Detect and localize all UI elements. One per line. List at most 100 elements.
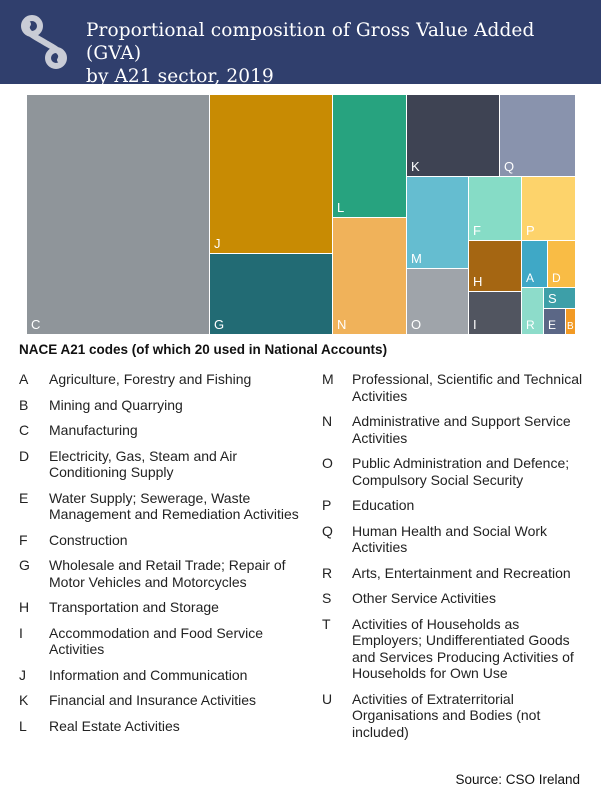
- legend-code: E: [19, 489, 29, 506]
- treemap-tile-n: [333, 218, 406, 334]
- treemap-label-k: K: [411, 159, 420, 174]
- legend-code: M: [322, 371, 334, 387]
- treemap-tile-e: [544, 309, 565, 334]
- legend-code: Q: [322, 522, 333, 539]
- legend-description: Other Service Activities: [352, 590, 496, 606]
- legend-code: D: [19, 447, 30, 464]
- legend-item-s: S Other Service Activities: [322, 590, 592, 607]
- treemap-label-h: H: [473, 274, 482, 289]
- legend-description: Financial and Insurance Activities: [49, 692, 256, 708]
- legend-description: Real Estate Activities: [49, 717, 180, 734]
- legend-description: Water Supply; Sewerage, Waste Management…: [49, 489, 299, 523]
- treemap-label-b: B: [567, 321, 574, 332]
- treemap-tile-c: [27, 95, 209, 334]
- legend-item-u: U Activities of Extraterritorial Organisa…: [322, 691, 592, 741]
- legend-item-k: K Financial and Insurance Activities: [19, 692, 309, 709]
- legend-description: Electricity, Gas, Steam and Air Conditio…: [49, 447, 238, 481]
- treemap-tile-p: [522, 177, 575, 240]
- legend-description: Accommodation and Food Service Activitie…: [49, 624, 263, 658]
- cso-logo-icon: [21, 15, 67, 69]
- legend-code: P: [322, 497, 332, 513]
- treemap-tile-f: [469, 177, 521, 240]
- legend-code: O: [322, 455, 333, 471]
- chart-title-line-2: by A21 sector, 2019: [86, 66, 274, 87]
- treemap-tile-m: [407, 177, 468, 268]
- treemap-label-m: M: [411, 251, 422, 266]
- legend-description: Activities of Extraterritorial Organisat…: [352, 690, 541, 740]
- legend-code: F: [19, 531, 28, 548]
- treemap-tile-k: [407, 95, 499, 176]
- legend-code: S: [322, 590, 332, 606]
- treemap-tile-r: [522, 288, 543, 334]
- legend-item-n: N Administrative and Support Service Acti…: [322, 413, 592, 446]
- legend-code: K: [19, 692, 29, 708]
- legend-item-b: B Mining and Quarrying: [19, 397, 309, 414]
- treemap-label-c: C: [31, 317, 40, 332]
- legend-description: Professional, Scientific and Technical A…: [352, 371, 583, 404]
- treemap-label-r: R: [526, 318, 535, 332]
- treemap-tile-d: [548, 241, 575, 287]
- legend-description: Public Administration and Defence; Compu…: [352, 455, 570, 488]
- legend-code: B: [19, 396, 29, 413]
- legend-item-f: F Construction: [19, 532, 309, 549]
- legend-description: Wholesale and Retail Trade; Repair of Mo…: [49, 557, 286, 590]
- treemap-chart: C J G L N K Q M F P O H A D I RSE B: [27, 95, 575, 334]
- treemap-tile-b: [566, 309, 575, 334]
- treemap-label-o: O: [411, 317, 421, 332]
- legend-description: Agriculture, Forestry and Fishing: [49, 371, 252, 387]
- legend-column-left: A Agriculture, Forestry and Fishing B Minin…: [19, 371, 309, 743]
- legend-item-c: C Manufacturing: [19, 422, 309, 439]
- legend-item-m: M Professional, Scientific and Technical …: [322, 371, 592, 404]
- legend-item-p: P Education: [322, 497, 592, 514]
- legend-item-e: E Water Supply; Sewerage, Waste Managemen…: [19, 490, 309, 523]
- legend-column-right: M Professional, Scientific and Technical …: [322, 371, 592, 749]
- legend-code: A: [19, 371, 29, 387]
- treemap-tile-s: [544, 288, 575, 308]
- chart-title-line-1: Proportional composition of Gross Value …: [86, 20, 535, 64]
- legend-code: R: [322, 564, 333, 581]
- legend-description: Activities of Households as Employers; U…: [352, 615, 574, 682]
- legend-description: Administrative and Support Service Activ…: [352, 413, 571, 446]
- treemap-label-j: J: [214, 236, 221, 251]
- treemap-tile-o: [407, 269, 468, 334]
- source-note: Source: CSO Ireland: [455, 772, 580, 787]
- legend-code: I: [19, 624, 23, 641]
- legend-description: Manufacturing: [49, 422, 138, 438]
- legend-item-r: R Arts, Entertainment and Recreation: [322, 565, 592, 582]
- treemap-label-l: L: [337, 200, 344, 215]
- treemap-label-p: P: [526, 223, 535, 238]
- legend-code: U: [322, 690, 333, 707]
- legend-code: C: [19, 422, 30, 438]
- legend-code: G: [19, 557, 30, 573]
- treemap-label-q: Q: [504, 159, 514, 174]
- treemap-tile-h: [469, 241, 521, 291]
- legend-description: Arts, Entertainment and Recreation: [352, 564, 571, 581]
- legend-item-j: J Information and Communication: [19, 667, 309, 684]
- treemap-label-i: I: [473, 317, 477, 332]
- treemap-label-e: E: [548, 318, 556, 332]
- treemap-label-f: F: [473, 223, 481, 238]
- treemap-label-d: D: [552, 271, 561, 285]
- treemap-tile-g: [210, 254, 332, 334]
- legend-code: N: [322, 413, 333, 429]
- treemap-label-g: G: [214, 317, 224, 332]
- legend-description: Education: [352, 497, 415, 513]
- treemap-tile-l: [333, 95, 406, 217]
- legend-code: T: [322, 615, 331, 632]
- treemap-tile-i: [469, 292, 521, 334]
- legend-item-a: A Agriculture, Forestry and Fishing: [19, 371, 309, 388]
- legend-item-g: G Wholesale and Retail Trade; Repair of M…: [19, 557, 309, 590]
- legend-description: Transportation and Storage: [49, 599, 219, 615]
- treemap-label-a: A: [526, 271, 534, 285]
- legend-item-l: L Real Estate Activities: [19, 718, 309, 735]
- treemap-label-n: N: [337, 317, 346, 332]
- legend-description: Information and Communication: [49, 666, 248, 683]
- treemap-tile-a: [522, 241, 547, 287]
- chart-header: Proportional composition of Gross Value …: [0, 0, 601, 87]
- treemap-tile-j: [210, 95, 332, 253]
- legend-item-i: I Accommodation and Food Service Activiti…: [19, 625, 309, 658]
- legend-code: H: [19, 599, 30, 615]
- legend-item-o: O Public Administration and Defence; Comp…: [322, 455, 592, 488]
- legend-code: J: [19, 666, 26, 683]
- legend-code: L: [19, 717, 27, 734]
